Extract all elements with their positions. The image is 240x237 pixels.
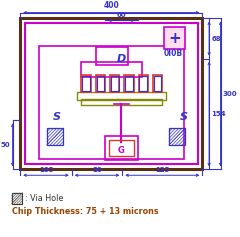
Bar (153, 75, 162, 92)
Text: : Via Hole: : Via Hole (25, 194, 63, 203)
Bar (169, 128, 185, 145)
Text: S: S (179, 112, 187, 123)
Bar (139, 76, 147, 91)
Text: 80: 80 (92, 167, 102, 173)
Text: Chip Thickness: 75 + 13 microns: Chip Thickness: 75 + 13 microns (12, 207, 158, 216)
Bar (47, 128, 63, 145)
Bar (110, 75, 120, 92)
Text: 400: 400 (103, 1, 119, 10)
Bar (81, 99, 162, 105)
Bar (125, 76, 133, 91)
Bar (78, 92, 166, 100)
Text: +: + (168, 31, 181, 46)
Bar (164, 27, 185, 49)
Text: 300: 300 (223, 91, 238, 97)
Text: 60: 60 (117, 12, 126, 18)
Bar (96, 75, 105, 92)
Bar (25, 23, 198, 164)
Bar (138, 75, 148, 92)
Text: D: D (117, 54, 126, 64)
Bar (111, 76, 119, 91)
Bar (12, 193, 22, 204)
Bar (20, 18, 203, 169)
Bar (109, 140, 134, 156)
Text: G: G (118, 146, 125, 155)
Text: 68: 68 (211, 36, 221, 41)
Bar (96, 76, 104, 91)
Bar (39, 46, 184, 159)
Text: 50: 50 (1, 142, 10, 148)
Bar (124, 75, 134, 92)
Bar (154, 76, 162, 91)
Text: 125: 125 (155, 167, 170, 173)
Bar (82, 76, 90, 91)
Bar (105, 136, 138, 160)
Bar (96, 47, 128, 64)
Text: S: S (53, 112, 60, 123)
Bar (81, 75, 91, 92)
Text: 105: 105 (39, 167, 53, 173)
Text: 154: 154 (211, 111, 226, 117)
Text: 0I0B: 0I0B (163, 49, 182, 58)
Bar (81, 62, 142, 77)
